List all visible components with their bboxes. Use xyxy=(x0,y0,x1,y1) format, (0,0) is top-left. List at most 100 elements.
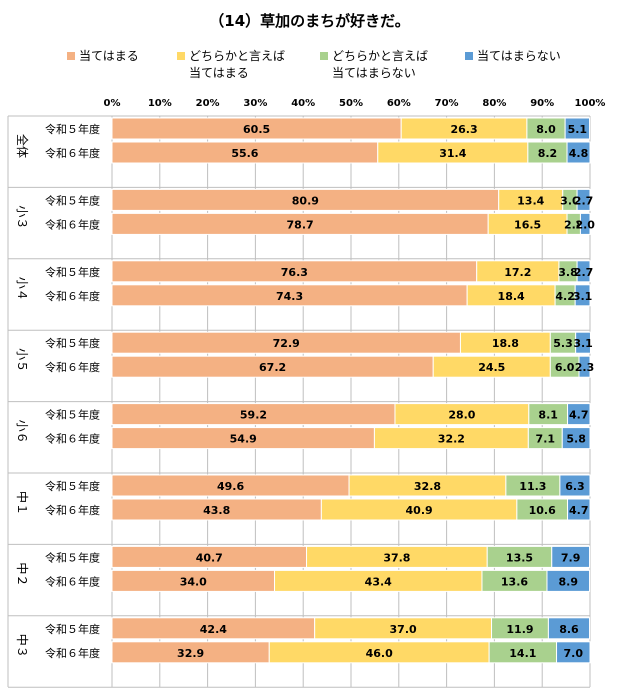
x-tick-label: 70% xyxy=(435,98,459,109)
data-label: 18.8 xyxy=(492,337,519,350)
data-label: 60.5 xyxy=(243,123,270,136)
group-label: 中１ xyxy=(15,491,30,515)
x-tick-label: 60% xyxy=(387,98,411,109)
data-label: 32.2 xyxy=(438,433,465,446)
row-label: 令和５年度 xyxy=(45,550,100,564)
data-label: 5.3 xyxy=(553,337,573,350)
x-tick-label: 90% xyxy=(530,98,554,109)
data-label: 16.5 xyxy=(514,218,541,231)
data-label: 4.7 xyxy=(569,504,589,517)
data-label: 37.8 xyxy=(383,551,410,564)
data-label: 6.3 xyxy=(565,480,585,493)
row-label: 令和５年度 xyxy=(45,265,100,279)
row-label: 令和６年度 xyxy=(45,574,100,588)
legend-label-3-line2: 当てはまらない xyxy=(332,66,416,80)
x-tick-label: 80% xyxy=(482,98,506,109)
legend-swatch-2 xyxy=(177,52,185,60)
data-label: 67.2 xyxy=(259,361,286,374)
row-label: 令和６年度 xyxy=(45,503,100,517)
data-label: 76.3 xyxy=(281,266,308,279)
legend-swatch-1 xyxy=(67,52,75,60)
bar-segment xyxy=(551,545,591,568)
bar-segment xyxy=(574,284,591,307)
data-label: 34.0 xyxy=(180,575,207,588)
data-label: 14.1 xyxy=(509,647,536,660)
row-label: 令和６年度 xyxy=(45,146,100,160)
data-label: 7.1 xyxy=(536,433,556,446)
x-tick-label: 10% xyxy=(148,98,172,109)
bar-segment xyxy=(547,617,591,640)
data-label: 26.3 xyxy=(450,123,477,136)
data-label: 3.1 xyxy=(573,337,593,350)
data-label: 11.9 xyxy=(506,623,533,636)
data-label: 6.0 xyxy=(555,361,575,374)
row-label: 令和５年度 xyxy=(45,122,100,136)
data-label: 7.0 xyxy=(564,647,584,660)
bar-segment xyxy=(575,331,591,354)
data-label: 40.7 xyxy=(196,551,223,564)
group-label: 中３ xyxy=(15,634,30,658)
data-label: 28.0 xyxy=(448,409,475,422)
data-label: 80.9 xyxy=(292,194,319,207)
data-label: 2.8 xyxy=(564,218,584,231)
x-tick-label: 20% xyxy=(196,98,220,109)
legend-swatch-3 xyxy=(320,52,328,60)
group-label: 小５ xyxy=(15,348,29,372)
bar-segment xyxy=(567,498,591,521)
data-label: 37.0 xyxy=(390,623,417,636)
data-label: 40.9 xyxy=(406,504,433,517)
group-label: 小３ xyxy=(15,205,29,229)
row-label: 令和６年度 xyxy=(45,646,100,660)
group-label: 小４ xyxy=(15,277,29,301)
data-label: 4.8 xyxy=(569,147,589,160)
data-label: 8.1 xyxy=(538,409,558,422)
data-label: 8.0 xyxy=(536,123,556,136)
data-label: 59.2 xyxy=(240,409,267,422)
bar-segment xyxy=(561,427,591,450)
data-label: 8.9 xyxy=(559,575,579,588)
data-label: 46.0 xyxy=(366,647,393,660)
data-label: 5.1 xyxy=(568,123,588,136)
bar-segment xyxy=(566,141,591,164)
data-label: 32.9 xyxy=(177,647,204,660)
data-label: 4.7 xyxy=(569,409,589,422)
chart-title: （14）草加のまちが好きだ。 xyxy=(209,12,410,30)
bar-segment xyxy=(579,212,591,235)
bar-segment xyxy=(578,355,591,378)
legend-label-1: 当てはまる xyxy=(79,49,139,63)
data-label: 2.7 xyxy=(574,266,594,279)
row-label: 令和５年度 xyxy=(45,622,100,636)
x-tick-label: 30% xyxy=(243,98,267,109)
legend-label-2: どちらかと言えば xyxy=(189,49,286,63)
data-label: 8.2 xyxy=(538,147,558,160)
row-label: 令和５年度 xyxy=(45,336,100,350)
bar-segment xyxy=(546,569,591,592)
data-label: 3.0 xyxy=(560,194,580,207)
bar-segment xyxy=(556,641,591,664)
legend-label-3: どちらかと言えば xyxy=(332,49,429,63)
legend-label-2-line2: 当てはまる xyxy=(189,66,249,80)
bar-segment xyxy=(559,474,591,497)
data-label: 18.4 xyxy=(498,290,525,303)
data-label: 43.4 xyxy=(365,575,392,588)
x-tick-label: 50% xyxy=(339,98,363,109)
legend-swatch-4 xyxy=(465,52,473,60)
data-label: 4.2 xyxy=(555,290,575,303)
data-label: 49.6 xyxy=(217,480,244,493)
group-label: 全体 xyxy=(15,134,30,158)
data-label: 42.4 xyxy=(200,623,227,636)
row-label: 令和６年度 xyxy=(45,432,100,446)
data-label: 3.8 xyxy=(558,266,578,279)
group-label: 中２ xyxy=(15,562,30,586)
data-label: 72.9 xyxy=(273,337,300,350)
bar-segment xyxy=(567,403,591,426)
bar-segment xyxy=(576,260,591,283)
data-label: 2.7 xyxy=(574,194,594,207)
data-label: 13.6 xyxy=(501,575,528,588)
data-label: 8.6 xyxy=(559,623,579,636)
data-label: 78.7 xyxy=(287,218,314,231)
legend-label-4: 当てはまらない xyxy=(477,49,561,63)
data-label: 11.3 xyxy=(519,480,546,493)
row-label: 令和５年度 xyxy=(45,193,100,207)
